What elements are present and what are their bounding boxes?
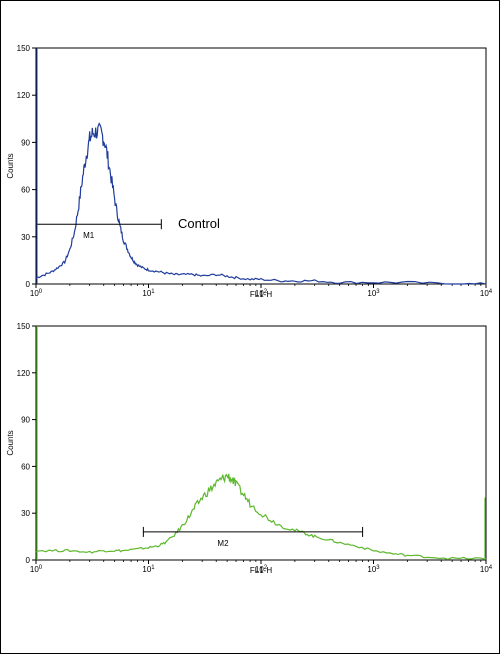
y-tick-label: 150: [17, 44, 31, 53]
y-tick-label: 30: [21, 233, 30, 242]
y-tick-label: 0: [26, 280, 31, 289]
bottom-histogram-panel: 0 30 60 90 120 150 100 101 102 103 104 M2 Counts F…: [6, 322, 493, 575]
y-tick-label: 0: [26, 556, 31, 565]
x-tick-label: 101: [142, 565, 155, 574]
x-tick-label: 104: [480, 289, 493, 298]
x-tick-label: 103: [367, 565, 380, 574]
x-tick-label: 102: [255, 289, 268, 298]
sample-trace: [35, 473, 487, 560]
y-tick-label: 120: [17, 91, 31, 100]
y-tick-label: 150: [17, 322, 31, 331]
y-tick-label: 90: [21, 416, 30, 425]
x-tick-label: 102: [255, 565, 268, 574]
y-tick-label: 60: [21, 462, 30, 471]
gate-m1-label: M1: [83, 231, 95, 240]
y-tick-label: 120: [17, 369, 31, 378]
plot-area-border: [35, 325, 487, 561]
x-tick-label: 100: [30, 565, 43, 574]
control-annotation: Control: [178, 216, 220, 231]
x-tick-label: 103: [367, 289, 380, 298]
y-tick-label: 60: [21, 186, 30, 195]
x-axis-label: FL1-H: [250, 290, 272, 299]
x-axis-label: FL1-H: [250, 566, 272, 575]
y-axis-label: Counts: [6, 153, 15, 178]
plot-area-border: [35, 47, 487, 285]
x-tick-label: 100: [30, 289, 43, 298]
gate-m2-label: M2: [217, 539, 229, 548]
x-tick-label: 104: [480, 565, 493, 574]
y-tick-label: 30: [21, 509, 30, 518]
y-tick-label: 90: [21, 138, 30, 147]
y-axis-label: Counts: [6, 430, 15, 455]
x-tick-label: 101: [142, 289, 155, 298]
control-trace: [35, 122, 487, 285]
